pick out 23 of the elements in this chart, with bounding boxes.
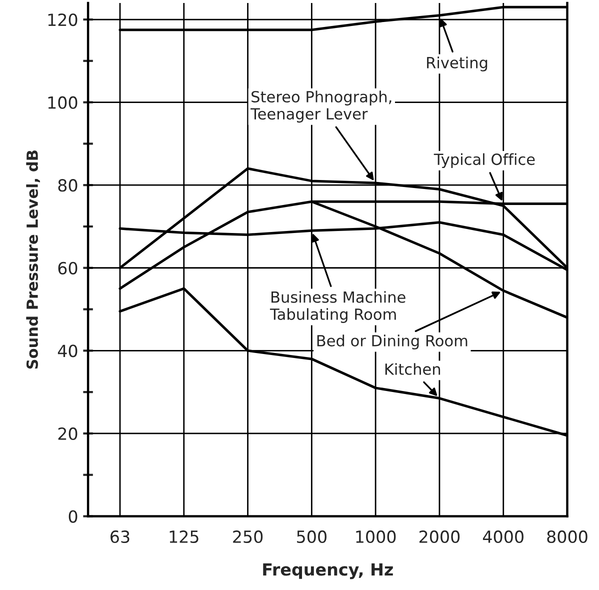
x-tick-label: 1000: [356, 530, 396, 544]
x-tick-label: 8000: [547, 530, 588, 544]
annotation: Stereo Phnograph, Teenager Lever: [250, 90, 392, 123]
annotation: Typical Office: [434, 153, 535, 168]
x-tick-label: 250: [233, 530, 263, 544]
annotation: Kitchen: [385, 363, 440, 375]
x-tick-label: 4000: [482, 530, 524, 544]
y-tick-label: 40: [58, 344, 78, 358]
x-tick-label: 500: [297, 530, 326, 544]
y-axis-title: Sound Pressure Level, dB: [26, 150, 40, 369]
x-axis-title: Frequency, Hz: [263, 563, 393, 580]
annotation: Riveting: [427, 56, 488, 72]
x-tick-label: 125: [170, 530, 198, 544]
y-tick-label: 0: [68, 510, 78, 523]
x-tick-label: 2000: [419, 530, 460, 544]
y-tick-label: 60: [58, 262, 78, 274]
y-tick-label: 120: [48, 13, 78, 26]
y-tick-label: 80: [58, 179, 78, 192]
y-tick-label: 20: [58, 427, 78, 440]
y-tick-label: 100: [48, 96, 78, 109]
annotation: Business Machine Tabulating Room: [270, 291, 406, 323]
annotation: Bed or Dining Room: [317, 334, 468, 350]
x-tick-label: 63: [110, 530, 130, 544]
